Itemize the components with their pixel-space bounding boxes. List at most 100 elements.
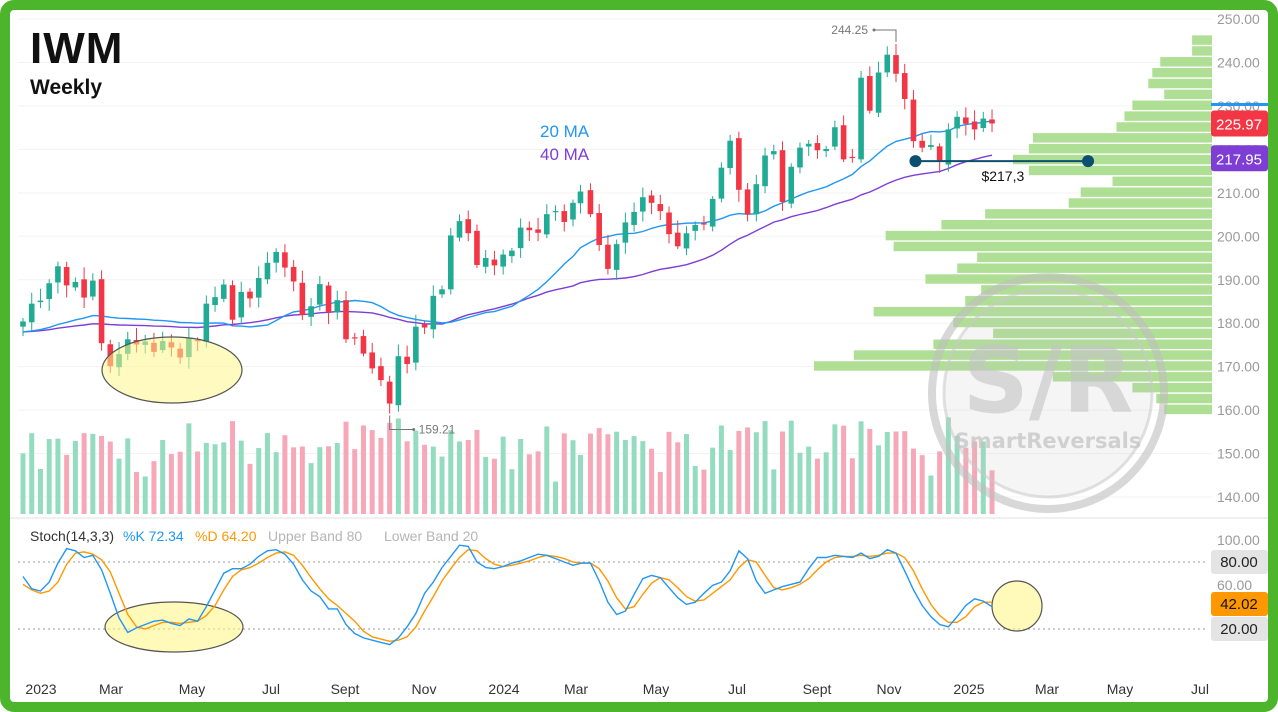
volume-bar [64, 454, 70, 514]
volume-bar [177, 451, 183, 514]
stoch-tick-label: 100.00 [1217, 532, 1260, 548]
volume-bar [893, 431, 899, 514]
volume-bar [430, 446, 436, 514]
candle-body [456, 221, 463, 238]
candle-body [971, 121, 978, 130]
stoch-value-tag: 42.02 [1220, 596, 1258, 613]
volume-bar [710, 447, 716, 514]
candle-body [386, 381, 393, 404]
volume-bar [980, 441, 986, 514]
candle-body [709, 198, 716, 227]
volume-profile-bar [1164, 89, 1212, 100]
volume-bar [841, 425, 847, 514]
volume-bar [439, 456, 445, 514]
price-tick-label: 160.00 [1217, 402, 1260, 418]
price-tag-label: 225.97 [1216, 116, 1262, 133]
stoch-upper-legend: Upper Band 80 [268, 528, 362, 544]
volume-bar [937, 451, 943, 514]
volume-bar [605, 434, 611, 514]
volume-bar [186, 423, 192, 514]
candle-body [945, 129, 952, 165]
volume-bar [640, 441, 646, 514]
candle-body [631, 211, 637, 225]
volume-profile-bar [933, 339, 1212, 349]
candle-body [491, 259, 498, 266]
volume-bar [832, 424, 838, 514]
volume-bar [771, 469, 777, 514]
stoch-lower-tag-box [1211, 617, 1268, 641]
candle-body [596, 213, 602, 245]
time-tick-label: Sept [331, 681, 360, 697]
highlight-ellipse-stoch [104, 601, 244, 653]
candle-body [753, 184, 760, 215]
volume-profile-bar [814, 361, 1212, 371]
volume-profile-bar [885, 230, 1212, 241]
candle-body [98, 279, 105, 344]
volume-bar [596, 428, 602, 514]
candle-body [63, 267, 70, 286]
volume-bar [125, 438, 131, 514]
watermark-logo-text: SmartReversals [955, 429, 1142, 453]
candle-body [500, 254, 506, 267]
volume-profile-bar [985, 209, 1212, 219]
candle-body [72, 281, 79, 288]
time-tick-label: Jul [262, 681, 280, 697]
volume-bar [902, 431, 908, 514]
ma40-label: 40 MA [540, 145, 590, 164]
price-tag-label: 217.95 [1216, 151, 1262, 168]
volume-bar [133, 472, 139, 514]
candle-body [770, 151, 777, 155]
volume-bar [718, 425, 724, 514]
volume-bar [823, 452, 829, 514]
watermark-logo-mark: S/R [963, 327, 1134, 434]
candle-body [264, 262, 271, 280]
candle-body [718, 167, 725, 199]
volume-profile-bar [953, 317, 1212, 328]
volume-bar [72, 440, 78, 514]
highlight-circle-stoch [991, 580, 1043, 632]
volume-bar [195, 451, 201, 514]
candle-body [90, 280, 96, 297]
volume-bar [282, 435, 288, 514]
volume-bar [343, 421, 349, 514]
time-tick-label: 2025 [953, 681, 984, 697]
volume-profile-bar [1192, 46, 1212, 56]
time-tick-label: Nov [877, 681, 902, 697]
price-tick-label: 190.00 [1217, 272, 1260, 288]
volume-bar [247, 463, 253, 514]
volume-bar [727, 450, 733, 514]
volume-bar [561, 433, 567, 514]
ma20-line [22, 120, 993, 333]
candle-body [351, 337, 358, 339]
candle-body [980, 118, 987, 129]
time-tick-label: Mar [99, 681, 123, 697]
candle-body [613, 244, 620, 270]
candle-body [884, 54, 891, 73]
candle-body [509, 250, 515, 257]
volume-bar [631, 436, 637, 514]
support-dot-end [1082, 155, 1095, 168]
price-tag-box [1211, 145, 1268, 172]
volume-bar [238, 440, 244, 514]
volume-profile-bar [1156, 393, 1212, 404]
candle-body [55, 266, 61, 283]
volume-bar [369, 430, 375, 514]
time-tick-label: May [643, 681, 669, 697]
candle-body [369, 352, 375, 369]
candle-body [282, 252, 288, 268]
volume-bar [518, 439, 524, 514]
time-tick-label: Jul [728, 681, 746, 697]
stoch-upper-tag-box [1211, 549, 1268, 574]
volume-bar [806, 446, 812, 514]
volume-profile-bar [1068, 198, 1212, 208]
time-tick-label: Mar [1035, 681, 1059, 697]
candle-body [570, 202, 576, 220]
candle-body [273, 251, 279, 263]
volume-bar [553, 481, 559, 514]
watermark-ring-inner [942, 287, 1154, 499]
candle-body [867, 76, 873, 111]
stoch-k-legend: %K 72.34 [123, 528, 184, 544]
candle-body [517, 227, 524, 249]
volume-bar [99, 435, 105, 514]
